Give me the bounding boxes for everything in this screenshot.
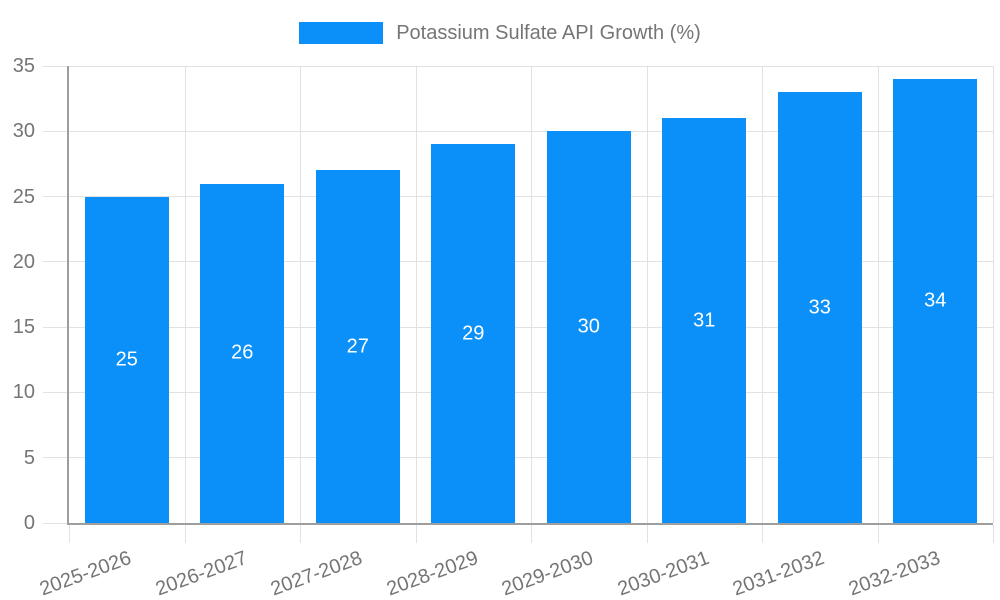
gridline — [646, 66, 648, 523]
y-axis-label: 30 — [12, 120, 35, 143]
gridline — [761, 66, 763, 523]
x-axis-tick — [184, 525, 186, 543]
y-axis-tick — [43, 196, 67, 198]
gridline — [184, 66, 186, 523]
y-axis-label: 25 — [12, 185, 35, 208]
x-axis-label: 2025-2026 — [36, 547, 135, 600]
bar[interactable]: 33 — [777, 92, 862, 523]
bar[interactable]: 27 — [315, 170, 400, 523]
bar[interactable]: 30 — [546, 131, 631, 523]
gridline — [877, 66, 879, 523]
y-axis-label: 15 — [12, 316, 35, 339]
legend-label: Potassium Sulfate API Growth (%) — [396, 21, 701, 44]
x-axis-label: 2027-2028 — [267, 547, 366, 600]
bar-value-label: 26 — [231, 341, 254, 364]
bar[interactable]: 26 — [200, 183, 285, 523]
x-axis-tick — [761, 525, 763, 543]
bar-value-label: 29 — [462, 322, 485, 345]
y-axis-label: 35 — [12, 55, 35, 77]
bar-value-label: 33 — [808, 296, 831, 319]
y-axis-label: 10 — [12, 381, 35, 404]
bar-value-label: 27 — [346, 335, 369, 358]
bar[interactable]: 25 — [84, 196, 169, 523]
x-axis-label: 2032-2033 — [845, 547, 943, 600]
gridline — [299, 66, 301, 523]
x-axis-tick — [415, 525, 417, 543]
y-axis-tick — [43, 65, 67, 67]
y-axis-label: 5 — [23, 446, 35, 469]
y-axis-label: 0 — [23, 512, 35, 534]
bar[interactable]: 29 — [431, 144, 516, 523]
bar[interactable]: 34 — [893, 79, 978, 523]
gridline — [530, 66, 532, 523]
x-axis-tick — [877, 525, 879, 543]
bar-value-label: 30 — [577, 315, 600, 338]
y-axis-tick — [43, 522, 67, 524]
x-axis-label: 2028-2029 — [383, 547, 481, 600]
gridline — [992, 66, 994, 523]
legend-swatch-icon — [299, 22, 384, 44]
bar[interactable]: 31 — [662, 118, 747, 523]
y-axis-tick — [43, 130, 67, 132]
bar-value-label: 31 — [693, 309, 716, 332]
x-axis-tick — [992, 525, 994, 543]
y-axis-label: 20 — [12, 250, 35, 273]
legend[interactable]: Potassium Sulfate API Growth (%) — [0, 20, 1000, 46]
gridline — [415, 66, 417, 523]
y-axis-tick — [43, 261, 67, 263]
x-axis-label: 2029-2030 — [498, 547, 597, 600]
x-axis-tick — [68, 525, 70, 543]
plot-area: 0 5 10 15 20 25 30 35 25 2025-2026 26 2026-2027 27 20… — [13, 55, 994, 600]
y-axis-tick — [43, 391, 67, 393]
bar-value-label: 25 — [115, 348, 138, 371]
x-axis-tick — [530, 525, 532, 543]
x-axis-label: 2031-2032 — [729, 547, 828, 600]
x-axis-tick — [646, 525, 648, 543]
y-axis-tick — [43, 326, 67, 328]
x-axis-tick — [299, 525, 301, 543]
x-axis-label: 2030-2031 — [614, 547, 712, 600]
y-axis-tick — [43, 457, 67, 459]
bar-value-label: 34 — [924, 289, 947, 312]
x-axis-label: 2026-2027 — [152, 547, 250, 600]
